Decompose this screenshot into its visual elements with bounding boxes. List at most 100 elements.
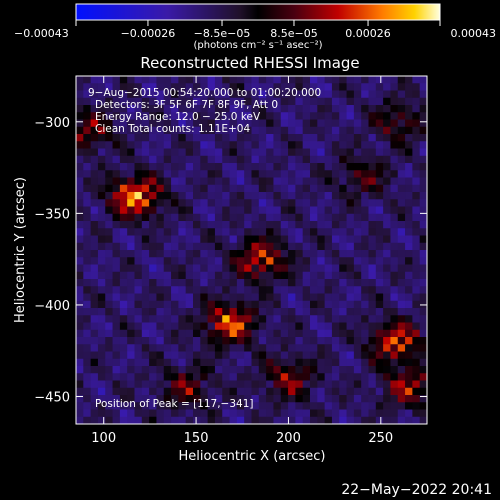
heatmap-cell [97,395,106,403]
heatmap-cell [236,170,245,178]
heatmap-cell [258,90,267,99]
heatmap-cell [324,380,333,389]
heatmap-cell [134,119,143,128]
heatmap-cell [412,402,421,410]
x-tick-label: 150 [184,431,209,446]
heatmap-cell [76,337,84,345]
heatmap-cell [353,83,362,91]
heatmap-cell [324,315,333,323]
heatmap-cell [324,213,333,222]
heatmap-cell [368,112,377,120]
heatmap-cell [244,90,252,99]
heatmap-cell [83,416,92,425]
heatmap-cell [178,366,187,374]
colorbar-ticks: −0.00043 −0.00026 −8.5e−05 8.5e−05 0.00026 0.… [14,20,496,40]
heatmap-cell [171,163,179,171]
heatmap-cell [90,206,99,215]
heatmap-cell [214,351,223,360]
heatmap-cell [317,90,326,99]
heatmap-cell [280,264,289,273]
heatmap-cell [149,416,157,425]
heatmap-cell [324,329,333,338]
heatmap-cell [375,213,384,222]
heatmap-cell [273,409,282,418]
heatmap-cell [149,279,157,287]
heatmap-cell [331,279,340,287]
heatmap-cell [193,279,201,287]
heatmap-cell [127,409,135,418]
heatmap-cell [90,141,99,149]
heatmap-cell [375,322,384,331]
heatmap-cell [112,373,121,381]
heatmap-cell [339,126,347,135]
heatmap-cell [214,373,223,381]
heatmap-cell [127,387,135,396]
heatmap-cell [324,293,333,302]
heatmap-cell [76,279,84,287]
heatmap-cell [171,380,179,389]
heatmap-cell [76,373,84,381]
heatmap-cell [368,184,377,193]
heatmap-cell [193,228,201,236]
heatmap-cell [222,213,230,222]
plot-frame [75,75,428,425]
heatmap-cell [90,337,99,345]
heatmap-cell [339,141,347,149]
heatmap-cell [214,300,223,309]
heatmap-cell [127,329,135,338]
heatmap-cell [214,112,223,120]
heatmap-cell [141,206,150,215]
heatmap-cell [295,76,304,84]
heatmap-cell [156,221,165,229]
heatmap-cell [383,163,391,171]
heatmap-cell [105,213,113,222]
heatmap-cell [397,264,406,273]
heatmap-cell [178,315,187,323]
heatmap-cell [156,337,165,345]
heatmap-cell [119,322,128,331]
heatmap-cell [375,90,384,99]
heatmap-cell [258,286,267,294]
heatmap-cell [171,402,179,410]
heatmap-cell [251,286,260,294]
heatmap-cell [236,148,245,157]
heatmap-cell [193,264,201,273]
heatmap-cell [368,351,377,360]
heatmap-cell [419,141,428,149]
heatmap-cell [346,148,355,157]
heatmap-cell [331,242,340,251]
heatmap-cell [178,177,187,186]
heatmap-cell [222,337,230,345]
heatmap-cell [346,402,355,410]
heatmap-cell [361,206,369,215]
heatmap-cell [317,373,326,381]
heatmap-cell [339,235,347,244]
heatmap-cell [76,213,84,222]
heatmap-cell [390,97,399,106]
heatmap-cell [288,387,296,396]
heatmap-cell [112,322,121,331]
heatmap-cell [295,192,304,200]
heatmap-cell [280,366,289,374]
heatmap-cell [390,83,399,91]
heatmap-cell [331,315,340,323]
heatmap-cell [346,373,355,381]
heatmap-cell [331,409,340,418]
heatmap-cell [361,163,369,171]
heatmap-cell [383,97,391,106]
heatmap-cell [331,155,340,164]
heatmap-cell [353,366,362,374]
heatmap-cell [405,337,413,345]
heatmap-cell [251,344,260,352]
heatmap-cell [324,300,333,309]
heatmap-cell [112,192,121,200]
heatmap-cell [353,112,362,120]
heatmap-cell [288,293,296,302]
heatmap-cell [412,155,421,164]
heatmap-cell [127,155,135,164]
heatmap-cell [258,119,267,128]
heatmap-cell [193,221,201,229]
heatmap-cell [412,344,421,352]
heatmap-cell [419,155,428,164]
heatmap-cell [266,192,274,200]
